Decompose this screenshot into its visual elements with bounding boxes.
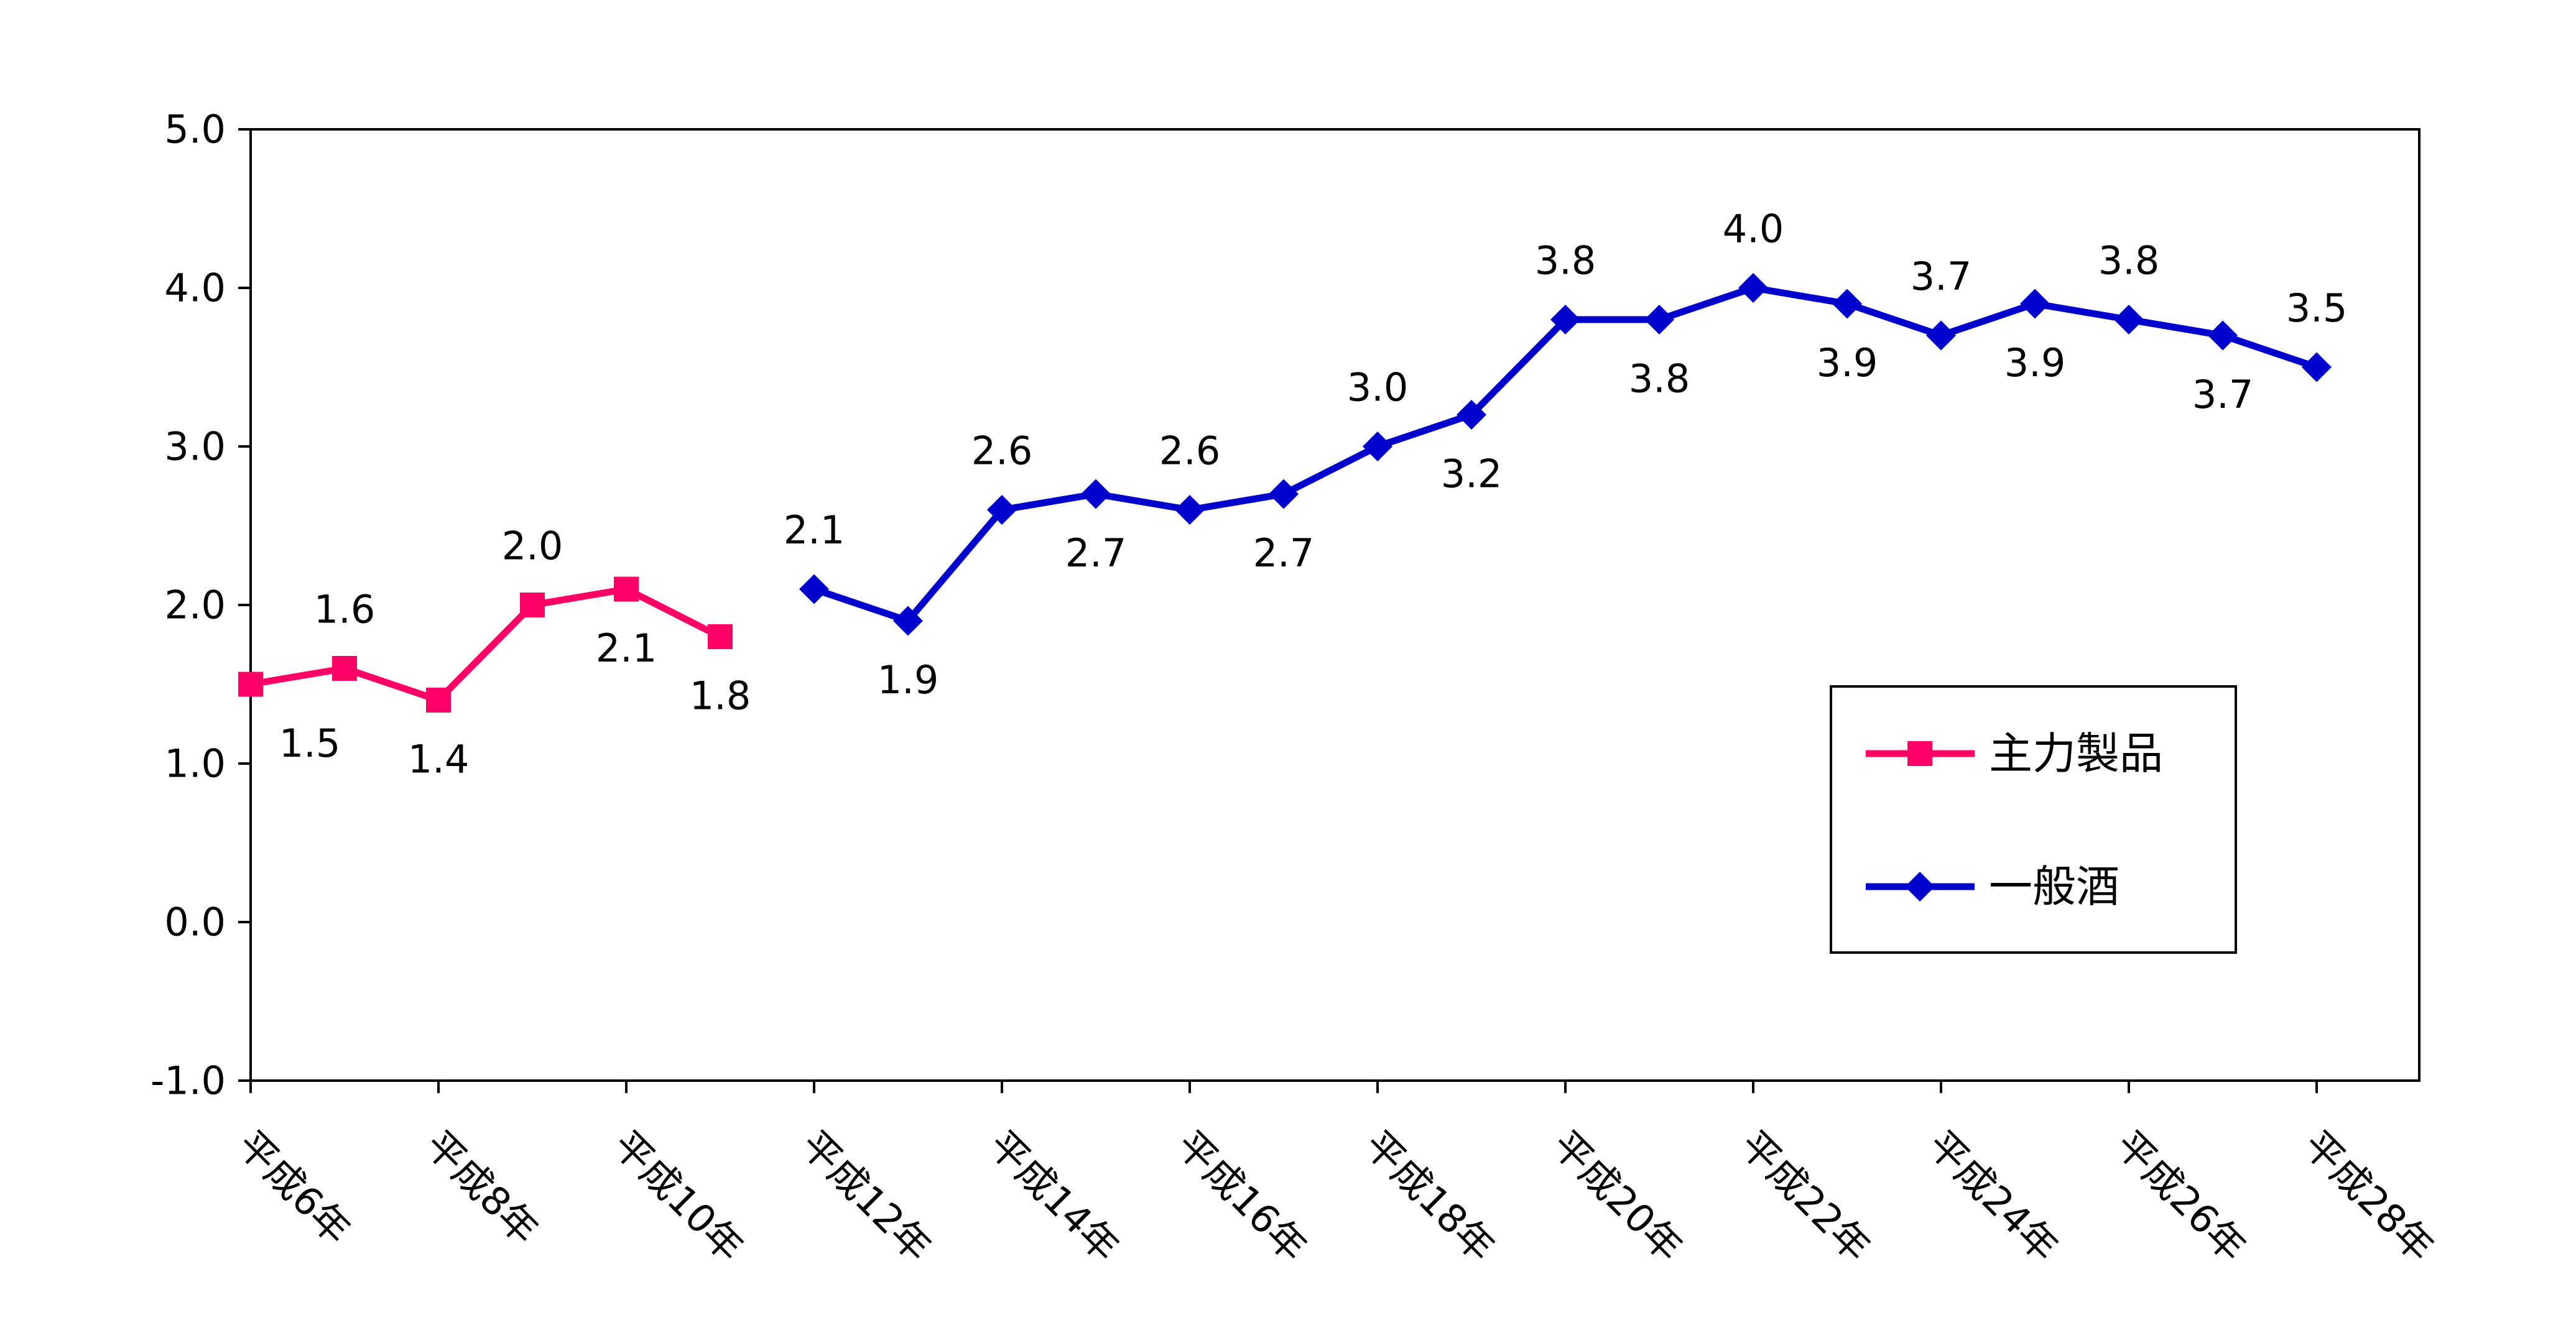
y-axis: -1.0 0.0 1.0 2.0 3.0 4.0 5.0 <box>151 107 251 1104</box>
series-2 <box>799 273 2332 636</box>
data-point <box>520 593 545 617</box>
y-tick-label: -1.0 <box>151 1058 226 1104</box>
data-label: 3.0 <box>1347 365 1409 410</box>
data-label: 2.1 <box>784 507 845 553</box>
data-point <box>893 606 923 636</box>
y-tick-label: 3.0 <box>164 424 226 469</box>
data-point <box>1269 479 1299 509</box>
data-point <box>332 656 357 681</box>
legend-marker <box>1905 872 1935 902</box>
data-label: 2.1 <box>596 626 657 671</box>
data-point <box>1175 495 1205 525</box>
data-point <box>2302 352 2332 382</box>
data-point <box>1644 305 1674 335</box>
data-label: 1.9 <box>878 657 939 703</box>
data-point <box>1926 320 1956 351</box>
data-point <box>1550 305 1580 335</box>
data-label: 2.6 <box>1159 428 1221 474</box>
y-tick-label: 5.0 <box>164 107 226 152</box>
data-point <box>238 672 263 697</box>
data-point <box>1832 289 1862 319</box>
data-point <box>2114 305 2144 335</box>
legend-item: 一般酒 <box>1866 861 2120 912</box>
data-point <box>1457 400 1486 430</box>
series-layer <box>238 273 2332 713</box>
data-label: 1.4 <box>408 737 470 782</box>
data-label: 3.7 <box>2192 372 2254 417</box>
series-line <box>250 586 722 704</box>
data-label: 3.9 <box>2004 340 2066 385</box>
data-label: 3.7 <box>1911 254 1972 299</box>
data-label: 1.5 <box>279 721 341 766</box>
data-labels: 1.5 1.6 1.4 2.0 2.1 1.8 2.1 1.9 2.6 2.7 2.6 2.7 3.0 3… <box>279 206 2348 782</box>
data-point <box>614 576 639 602</box>
data-label: 3.8 <box>2098 238 2160 284</box>
data-label: 1.8 <box>690 673 751 719</box>
legend-label: 主力製品 <box>1989 728 2163 779</box>
data-label: 3.8 <box>1535 238 1596 284</box>
data-label: 2.0 <box>502 524 563 569</box>
series-1 <box>238 576 733 713</box>
data-point <box>1363 432 1392 461</box>
data-point <box>2208 320 2238 351</box>
data-point <box>2020 289 2050 319</box>
data-label: 2.7 <box>1253 530 1315 576</box>
data-label: 3.8 <box>1629 356 1690 402</box>
data-point <box>1081 479 1111 509</box>
data-point <box>708 624 733 649</box>
data-label: 3.9 <box>1817 340 1878 385</box>
legend-marker <box>1907 741 1932 766</box>
data-label: 3.2 <box>1441 451 1503 497</box>
y-tick-label: 0.0 <box>164 900 226 945</box>
legend-box <box>1830 685 2237 954</box>
data-point <box>426 688 451 713</box>
data-point <box>799 574 829 604</box>
data-label: 3.5 <box>2286 285 2348 331</box>
y-tick-label: 2.0 <box>164 583 226 628</box>
data-label: 4.0 <box>1723 206 1784 252</box>
legend-label: 一般酒 <box>1989 861 2120 912</box>
data-point <box>987 495 1017 525</box>
data-label: 1.6 <box>314 587 376 632</box>
legend-item: 主力製品 <box>1866 728 2163 779</box>
data-label: 2.6 <box>971 428 1033 474</box>
y-tick-label: 1.0 <box>164 741 226 787</box>
y-tick-label: 4.0 <box>164 265 226 311</box>
data-point <box>1738 273 1768 303</box>
data-label: 2.7 <box>1065 530 1127 576</box>
